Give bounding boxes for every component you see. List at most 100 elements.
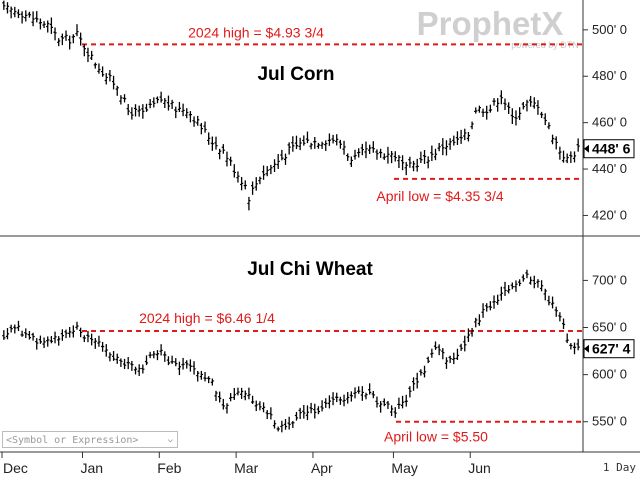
price-bar (422, 365, 427, 378)
price-bar (503, 281, 507, 296)
symbol-input[interactable]: <Symbol or Expression> ⌵ (2, 431, 178, 448)
price-bar (569, 151, 573, 163)
price-bar (119, 358, 123, 367)
price-bar (53, 331, 57, 344)
price-bar (93, 62, 97, 69)
annotation-label: 2024 high = $4.93 3/4 (188, 24, 324, 40)
price-bar (558, 146, 562, 160)
last-price-label: 627' 4 (592, 341, 631, 357)
price-bar (554, 306, 558, 317)
price-bar (463, 335, 467, 352)
price-bar (104, 344, 108, 357)
price-bar (360, 143, 364, 156)
price-bar (441, 138, 445, 156)
price-bar (481, 108, 485, 117)
price-bar (20, 330, 24, 337)
price-bar (46, 336, 50, 347)
price-bar (576, 338, 580, 351)
price-bar (547, 295, 551, 306)
price-bar (130, 107, 134, 120)
price-bar (232, 164, 236, 178)
panel-title: Jul Corn (257, 64, 334, 85)
price-bar (357, 386, 361, 394)
price-bar (331, 392, 335, 406)
price-bar (261, 402, 266, 413)
price-bar (144, 103, 149, 112)
price-bar (5, 2, 10, 14)
price-bar (470, 121, 474, 130)
price-bar (565, 333, 569, 344)
chevron-down-icon[interactable]: ⌵ (167, 435, 173, 445)
corn-panel: 500' 0 480' 0 460' 0 440' 0 420' 0 2024 high … (2, 0, 635, 222)
price-bar (243, 390, 247, 401)
price-bar (192, 116, 196, 127)
price-bar (353, 149, 357, 160)
price-bar (258, 176, 262, 185)
price-bar (371, 141, 375, 153)
price-bar (35, 338, 39, 350)
price-bar (137, 364, 141, 376)
price-bar (572, 342, 577, 355)
last-price-label: 448' 6 (592, 141, 631, 157)
price-bar (496, 294, 500, 305)
price-bar (415, 158, 419, 172)
price-bar (400, 395, 405, 409)
price-bar (111, 351, 116, 361)
price-bar (2, 0, 6, 10)
price-bar (5, 328, 10, 340)
price-bar (261, 165, 266, 180)
price-bar (463, 128, 467, 141)
price-bar (507, 285, 511, 294)
price-bar (518, 107, 522, 120)
price-bar (119, 95, 123, 105)
price-bar (16, 320, 21, 332)
price-bar (452, 352, 456, 365)
price-bar (64, 329, 68, 339)
price-bar (229, 156, 233, 166)
price-bar (324, 140, 328, 151)
price-bar (305, 405, 310, 421)
price-bar (276, 426, 280, 432)
price-bar (485, 303, 489, 312)
price-bar (133, 366, 138, 375)
price-bar (148, 351, 152, 359)
price-bar (525, 269, 529, 279)
price-bar (298, 137, 302, 151)
price-bar (349, 156, 353, 167)
price-bar (192, 361, 196, 375)
y-tick-label: 440' 0 (592, 161, 627, 176)
price-bar (576, 138, 580, 152)
last-price-pointer-icon (584, 344, 589, 353)
price-bar (466, 328, 471, 342)
price-bar (49, 17, 53, 34)
price-bar (335, 134, 339, 146)
interval-label[interactable]: 1 Day (602, 461, 636, 474)
price-bar (503, 98, 507, 111)
price-bar (437, 344, 441, 356)
price-bar (250, 181, 255, 195)
last-price-pointer-icon (584, 144, 589, 153)
price-bar (42, 21, 46, 28)
price-bar (203, 371, 207, 382)
price-bar (170, 99, 174, 109)
price-bar (272, 159, 277, 172)
price-bar (232, 387, 236, 401)
price-bar (265, 166, 269, 177)
price-bar (38, 335, 43, 344)
price-bar (558, 312, 562, 322)
price-bar (565, 153, 569, 164)
annotation-label: April low = $4.35 3/4 (376, 188, 503, 204)
price-bar (49, 336, 53, 344)
price-bar (265, 410, 269, 420)
price-bar (9, 324, 13, 333)
price-bar (221, 398, 225, 410)
price-bar (492, 295, 496, 309)
price-bar (174, 106, 178, 119)
price-bar (327, 133, 332, 146)
price-bar (46, 20, 50, 33)
price-bar (236, 387, 240, 396)
price-bar (492, 98, 496, 106)
price-bar (68, 35, 72, 50)
price-bar (31, 332, 35, 341)
annotation-label: 2024 high = $6.46 1/4 (139, 310, 275, 326)
